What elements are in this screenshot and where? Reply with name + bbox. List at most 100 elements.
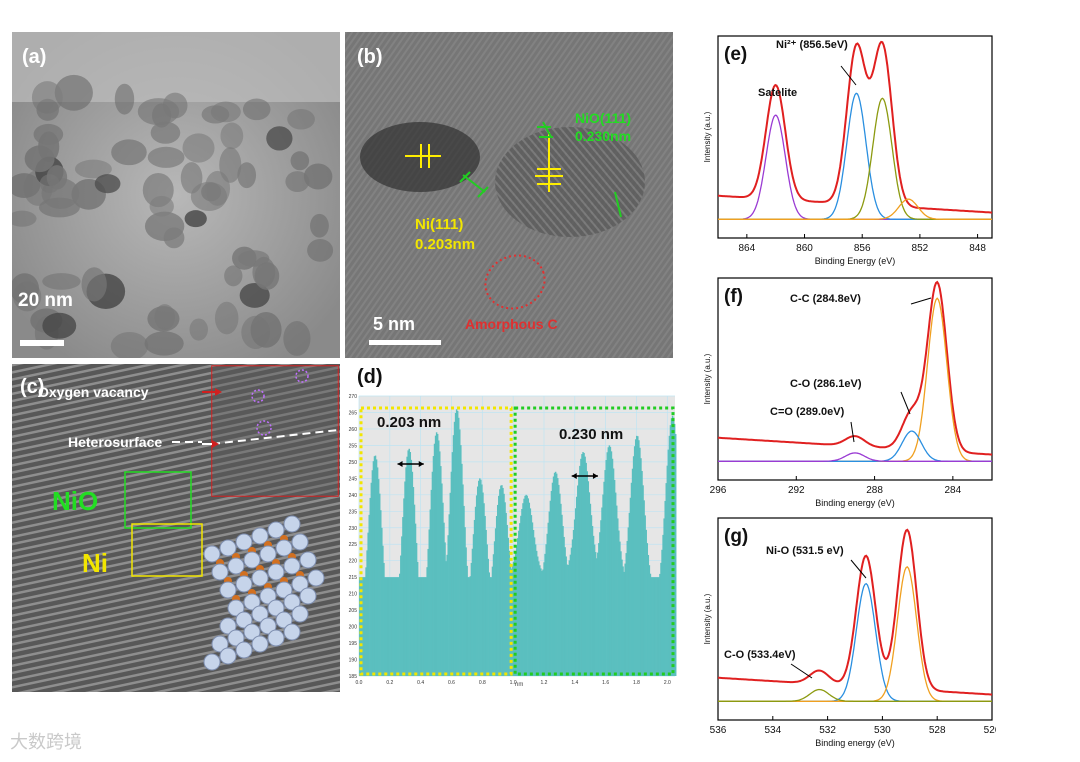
profile-bar [645,529,647,676]
peak-annotation: Satelite [758,87,797,99]
panel-label: (d) [357,366,383,388]
profile-bar [370,482,373,676]
profile-bar [455,409,458,676]
profile-bar [374,455,377,676]
profile-bar [585,462,587,676]
nanoparticle [142,173,174,208]
profile-bar [581,454,583,676]
profile-bar [596,558,598,676]
profile-bar [611,458,614,676]
x-tick-label: 0.2 [386,680,393,686]
profile-bar [439,451,441,676]
profile-bar [593,544,596,676]
profile-bar [616,505,618,676]
profile-bar [449,492,452,676]
profile-bar [438,440,440,676]
spectrum-curve [718,280,993,456]
y-tick-label: 190 [349,658,358,664]
profile-bar [395,577,398,676]
profile-bar [505,512,507,676]
profile-bar [432,456,435,676]
nanoparticle-image [12,32,340,358]
y-tick-label: 230 [349,526,358,532]
profile-bar [433,443,436,676]
amorphous-carbon-label: Amorphous C [465,316,558,332]
profile-bar [563,536,565,676]
profile-bar [419,577,421,676]
profile-bar [587,481,590,676]
x-tick-label: 530 [874,725,891,736]
profile-bar [642,485,644,676]
profile-bar [492,554,495,676]
profile-bar [508,550,511,676]
ni-atom [235,533,253,551]
panel-label: (g) [724,526,748,547]
watermark: 大数跨境 [10,732,82,753]
profile-bar [410,459,413,676]
nanoparticle [12,173,41,198]
profile-bar [564,547,566,676]
nanoparticle [12,273,40,305]
nanoparticle [232,246,257,270]
profile-bar [391,577,394,676]
profile-bar [364,577,366,676]
profile-bar [362,577,364,676]
profile-bar [458,417,460,676]
profile-bar [605,460,607,676]
profile-bar [542,569,544,676]
profile-bar [428,529,430,676]
oxygen-vacancy-label: Oxygen vacancy [38,384,149,400]
profile-bar [504,502,506,676]
ni-atom [243,593,261,611]
y-tick-label: 270 [349,394,358,400]
x-tick-label: 0.4 [417,680,424,686]
profile-bar [480,479,482,676]
nanoparticle [12,210,37,227]
profile-bar [375,459,378,676]
profile-bar [545,544,547,676]
annotation-arrow [850,559,867,579]
x-tick-label: 526 [984,725,996,736]
profile-bar [512,561,515,676]
x-tick-label: 532 [819,725,836,736]
profile-bar [502,487,504,676]
profile-bar [604,470,606,676]
profile-bar [487,558,489,676]
annotation-arrow [910,297,932,305]
profile-bar [440,466,442,676]
profile-bar [399,573,401,676]
profile-bar [503,493,505,676]
ni-atom [227,629,245,647]
x-tick-label: 860 [796,243,813,254]
nanoparticle [266,126,293,151]
profile-bar [429,509,432,676]
ni-atom [219,647,237,665]
profile-bar [470,562,473,676]
x-tick-label: 848 [969,243,986,254]
profile-bar [488,572,491,676]
profile-bar [629,497,632,676]
profile-bar [649,573,652,676]
profile-bar [381,527,383,676]
heterosurface-label: Heterosurface [68,434,163,450]
profile-bar [524,495,526,676]
profile-bar [567,564,570,676]
nanoparticle [252,256,276,288]
ni-atom [259,617,277,635]
x-tick-label: 292 [788,485,805,496]
profile-bar [484,515,486,676]
profile-bar [390,577,393,676]
profile-bar [522,503,524,676]
x-tick-label: 296 [710,485,727,496]
profile-bar [392,577,395,676]
panel-label: (b) [357,46,383,68]
profile-bar [424,577,426,676]
profile-bar [474,506,477,676]
ni-atom [283,623,301,641]
profile-bar [532,529,535,676]
profile-bar [459,429,461,676]
profile-bar [366,550,368,676]
profile-bar [632,456,635,676]
x-tick-label: 284 [945,485,962,496]
nanoparticle [147,306,180,332]
